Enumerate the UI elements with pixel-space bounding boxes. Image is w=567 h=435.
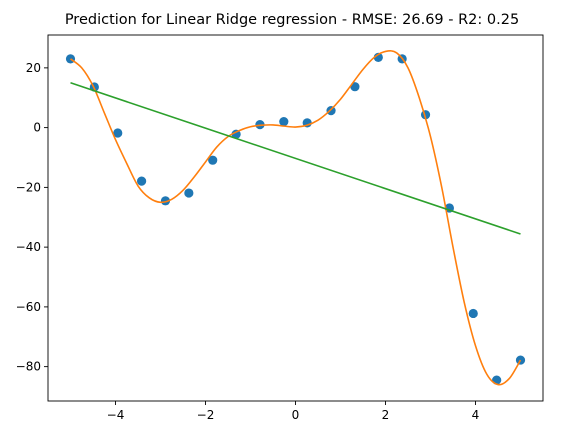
scatter-point: [113, 128, 123, 138]
x-tick-label: −2: [197, 408, 215, 422]
scatter-point: [137, 176, 147, 186]
x-tick-label: 2: [382, 408, 390, 422]
plot-frame: [47, 34, 544, 402]
y-tick-label: −20: [16, 180, 41, 194]
ridge-regression-line: [70, 82, 521, 235]
scatter-point: [160, 196, 171, 206]
scatter-point: [184, 188, 194, 198]
scatter-point: [468, 308, 478, 319]
y-tick-label: −60: [16, 300, 41, 314]
y-tick-label: 0: [33, 121, 41, 135]
chart-title: Prediction for Linear Ridge regression -…: [65, 12, 519, 28]
scatter-point: [231, 129, 241, 139]
fitted-curve-line: [70, 50, 522, 386]
x-tick-label: 0: [292, 408, 300, 422]
x-tick-label: −4: [107, 408, 125, 422]
plot-area: [65, 50, 526, 386]
scatter-point: [208, 155, 218, 165]
y-tick-label: −80: [16, 360, 41, 374]
y-tick-label: −40: [16, 240, 41, 254]
x-tick-label: 4: [472, 408, 480, 422]
scatter-point: [279, 117, 289, 127]
y-tick-label: 20: [26, 61, 41, 75]
